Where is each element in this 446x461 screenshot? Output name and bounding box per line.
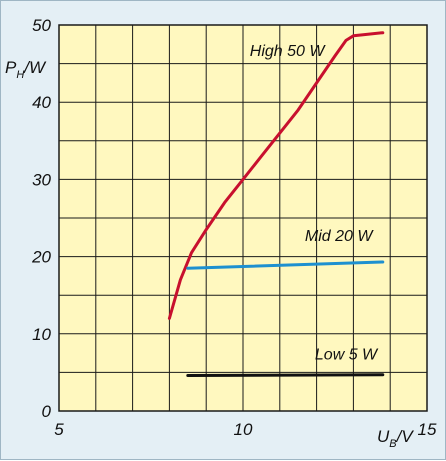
x-axis-unit: /V [396, 427, 415, 446]
y-tick-label: 40 [32, 93, 51, 112]
y-tick-label: 30 [32, 170, 51, 189]
series-line-high [167, 31, 385, 320]
series-line-mid [186, 260, 385, 270]
x-tick-label: 15 [418, 420, 437, 439]
x-axis-label: UB/V [377, 427, 414, 450]
y-axis-label: PH/W [5, 58, 47, 81]
y-tick-label: 0 [42, 402, 52, 421]
plot-frame [58, 24, 428, 412]
series-label-low: Low 5 W [315, 346, 379, 363]
series-line-low [186, 373, 385, 377]
x-tick-label: 10 [234, 420, 253, 439]
y-tick-label: 50 [32, 16, 51, 35]
y-tick-labels: 0 10 20 30 40 50 [31, 16, 51, 421]
y-axis-subscript: H [16, 69, 24, 81]
x-tick-labels: 5 10 15 [54, 420, 437, 439]
x-axis-symbol: U [377, 427, 390, 446]
x-tick-label: 5 [54, 420, 64, 439]
y-tick-label: 20 [31, 248, 51, 267]
series-lines [167, 31, 385, 377]
y-axis-unit: /W [23, 58, 47, 77]
series-label-mid: Mid 20 W [305, 228, 374, 245]
series-labels: High 50 W Mid 20 W Low 5 W [250, 43, 379, 363]
series-label-high: High 50 W [250, 43, 327, 60]
y-axis-symbol: P [5, 58, 17, 77]
x-axis-subscript: B [389, 438, 396, 450]
y-tick-label: 10 [32, 325, 51, 344]
